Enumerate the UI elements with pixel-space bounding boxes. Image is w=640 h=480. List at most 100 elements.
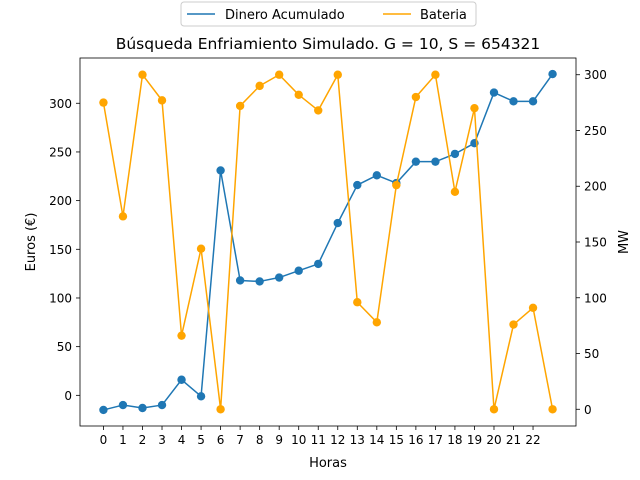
x-tick-label: 17 [428, 433, 443, 447]
x-tick-label: 10 [291, 433, 306, 447]
data-point-bateria [450, 187, 460, 197]
x-tick-label: 18 [447, 433, 462, 447]
x-tick-label: 9 [275, 433, 283, 447]
data-point-dinero [314, 259, 323, 269]
data-point-dinero [196, 392, 206, 401]
data-point-dinero [157, 400, 167, 410]
data-point-bateria [470, 103, 479, 113]
data-point-dinero [177, 375, 186, 384]
data-point-dinero [216, 166, 225, 175]
y-right-tick-label: 200 [584, 180, 607, 194]
data-point-bateria [99, 98, 108, 107]
data-point-bateria [509, 320, 518, 329]
data-point-bateria [548, 405, 557, 414]
y-left-tick-label: 250 [49, 145, 72, 159]
x-tick-label: 1 [119, 433, 127, 447]
data-point-dinero [411, 157, 421, 166]
data-point-dinero [274, 273, 284, 282]
x-axis: 0 1 2 3 4 5 6 7 8 9 10 11 12 13 14 15 16 17 18 19 20 21 22 [100, 426, 541, 447]
data-point-bateria [177, 331, 186, 340]
y-left-tick-label: 100 [49, 291, 72, 305]
x-tick-label: 2 [139, 433, 147, 447]
y-axis-label-left: Euros (€) [24, 213, 39, 272]
legend-label-bateria: Bateria [420, 8, 467, 23]
data-point-bateria [157, 96, 167, 105]
data-point-bateria [196, 244, 206, 253]
data-point-dinero [99, 405, 108, 415]
x-tick-label: 4 [178, 433, 186, 447]
data-point-dinero [450, 149, 460, 159]
data-point-bateria [255, 81, 264, 91]
x-tick-label: 19 [467, 433, 482, 447]
y-right-tick-label: 250 [584, 124, 607, 138]
data-point-dinero [353, 180, 362, 190]
series-layer [99, 69, 557, 415]
data-point-dinero [528, 97, 538, 106]
x-tick-label: 15 [389, 433, 404, 447]
series-line-bateria [102, 73, 554, 411]
y-right-tick-label: 50 [584, 347, 599, 361]
x-tick-label: 13 [350, 433, 365, 447]
y-left-tick-label: 50 [57, 340, 72, 354]
data-point-bateria [235, 101, 245, 111]
y-left-tick-label: 200 [49, 194, 72, 208]
x-axis-label: Horas [309, 456, 347, 471]
x-tick-label: 22 [525, 433, 540, 447]
data-point-bateria [372, 318, 382, 327]
data-point-dinero [509, 97, 518, 106]
x-tick-label: 7 [236, 433, 244, 447]
data-point-bateria [528, 303, 538, 312]
data-point-dinero [372, 171, 382, 180]
legend-label-dinero: Dinero Acumulado [225, 8, 345, 23]
series-bateria [99, 70, 557, 414]
data-point-bateria [392, 180, 401, 190]
y-axis-left: 0 50 100 150 200 250 300 [49, 97, 80, 403]
x-tick-label: 3 [158, 433, 166, 447]
x-tick-label: 21 [506, 433, 521, 447]
y-right-tick-label: 100 [584, 291, 607, 305]
data-point-bateria [411, 92, 421, 102]
x-tick-label: 14 [369, 433, 384, 447]
chart-title: Búsqueda Enfriamiento Simulado. G = 10, … [116, 35, 541, 53]
y-left-tick-label: 0 [64, 389, 72, 403]
legend: Dinero Acumulado Bateria [180, 1, 477, 27]
x-tick-label: 11 [311, 433, 326, 447]
y-right-tick-label: 300 [584, 68, 607, 82]
data-point-bateria [216, 405, 225, 414]
data-point-bateria [489, 405, 499, 414]
y-left-tick-label: 300 [49, 97, 72, 111]
data-point-dinero [235, 276, 245, 285]
data-point-bateria [431, 70, 440, 79]
x-tick-label: 6 [217, 433, 225, 447]
data-point-bateria [294, 90, 303, 100]
data-point-dinero [294, 266, 303, 275]
data-point-bateria [118, 212, 128, 221]
data-point-bateria [333, 70, 342, 79]
data-point-bateria [138, 70, 147, 79]
x-tick-label: 20 [486, 433, 501, 447]
data-point-dinero [138, 403, 147, 413]
data-point-dinero [548, 69, 557, 79]
data-point-dinero [333, 218, 342, 228]
x-tick-label: 12 [330, 433, 345, 447]
data-point-bateria [314, 106, 323, 115]
y-right-tick-label: 0 [584, 403, 592, 417]
y-axis-label-right: MW [617, 230, 632, 254]
data-point-dinero [255, 277, 264, 286]
x-tick-label: 5 [197, 433, 205, 447]
data-point-dinero [118, 400, 128, 410]
series-dinero [99, 69, 557, 415]
series-line-dinero [103, 73, 554, 411]
data-point-bateria [274, 70, 284, 79]
data-point-bateria [353, 298, 362, 307]
data-point-dinero [431, 157, 440, 166]
x-tick-label: 8 [256, 433, 264, 447]
x-tick-label: 16 [408, 433, 423, 447]
x-tick-label: 0 [100, 433, 108, 447]
data-point-dinero [489, 88, 499, 97]
y-right-tick-label: 150 [584, 236, 607, 250]
legend-frame [180, 1, 477, 27]
y-left-tick-label: 150 [49, 243, 72, 257]
y-axis-right: 0 50 100 150 200 250 300 [576, 68, 607, 417]
